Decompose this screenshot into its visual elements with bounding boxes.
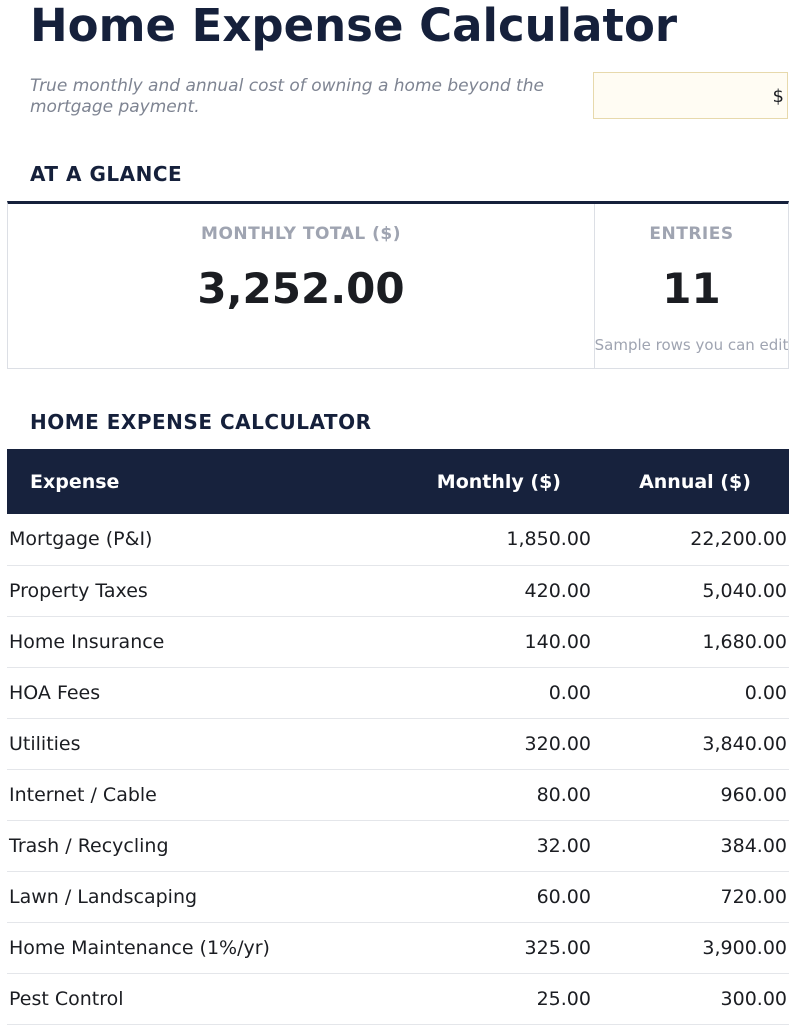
monthly-amount-cell[interactable]: 420.00 [397,565,591,617]
monthly-amount-cell[interactable]: 80.00 [397,769,591,821]
monthly-amount-cell[interactable]: 25.00 [397,973,591,1025]
annual-amount-cell: 720.00 [591,871,789,923]
monthly-amount-cell[interactable]: 1,850.00 [397,514,591,566]
at-a-glance-panel: MONTHLY TOTAL ($) 3,252.00 ENTRIES 11 Sa… [7,201,789,369]
annual-amount-cell: 3,840.00 [591,718,789,770]
page-subtitle: True monthly and annual cost of owning a… [30,76,544,117]
monthly-amount-cell[interactable]: 0.00 [397,667,591,719]
table-header-row: Expense Monthly ($) Annual ($) [7,449,789,514]
expense-table: Expense Monthly ($) Annual ($) Mortgage … [7,449,789,1025]
table-row: HOA Fees 0.00 0.00 [7,667,789,719]
annual-amount-cell: 22,200.00 [591,514,789,566]
table-row: Pest Control 25.00 300.00 [7,973,789,1025]
expense-name-cell[interactable]: Internet / Cable [7,769,397,821]
column-header-expense: Expense [30,470,120,493]
column-header-annual: Annual ($) [639,470,751,493]
annual-amount-cell: 3,900.00 [591,922,789,974]
entries-note: Sample rows you can edit [595,336,788,354]
table-row: Utilities 320.00 3,840.00 [7,718,789,770]
table-row: Home Maintenance (1%/yr) 325.00 3,900.00 [7,922,789,974]
annual-amount-cell: 1,680.00 [591,616,789,668]
entries-value: 11 [662,264,721,313]
annual-amount-cell: 384.00 [591,820,789,872]
expense-name-cell[interactable]: Trash / Recycling [7,820,397,872]
expense-name-cell[interactable]: Home Maintenance (1%/yr) [7,922,397,974]
expense-name-cell[interactable]: Utilities [7,718,397,770]
monthly-amount-cell[interactable]: 32.00 [397,820,591,872]
table-row: Home Insurance 140.00 1,680.00 [7,616,789,668]
table-row: Property Taxes 420.00 5,040.00 [7,565,789,617]
monthly-total-label: MONTHLY TOTAL ($) [201,224,401,244]
expense-name-cell[interactable]: HOA Fees [7,667,397,719]
expense-name-cell[interactable]: Pest Control [7,973,397,1025]
monthly-amount-cell[interactable]: 320.00 [397,718,591,770]
monthly-amount-cell[interactable]: 60.00 [397,871,591,923]
expense-name-cell[interactable]: Home Insurance [7,616,397,668]
expense-name-cell[interactable]: Property Taxes [7,565,397,617]
annual-amount-cell: 960.00 [591,769,789,821]
annual-amount-cell: 300.00 [591,973,789,1025]
monthly-amount-cell[interactable]: 140.00 [397,616,591,668]
annual-amount-cell: 0.00 [591,667,789,719]
monthly-total-value: 3,252.00 [197,264,405,313]
table-row: Mortgage (P&I) 1,850.00 22,200.00 [7,514,789,566]
at-a-glance-heading: AT A GLANCE [30,162,183,186]
currency-input[interactable]: $ [593,72,788,119]
calculator-heading: HOME EXPENSE CALCULATOR [30,410,372,434]
annual-amount-cell: 5,040.00 [591,565,789,617]
table-row: Lawn / Landscaping 60.00 720.00 [7,871,789,923]
entries-card: ENTRIES 11 Sample rows you can edit [595,204,788,368]
column-header-monthly: Monthly ($) [436,470,561,493]
page-title: Home Expense Calculator [30,0,678,52]
entries-label: ENTRIES [649,224,734,244]
table-row: Internet / Cable 80.00 960.00 [7,769,789,821]
expense-name-cell[interactable]: Mortgage (P&I) [7,514,397,566]
table-row: Trash / Recycling 32.00 384.00 [7,820,789,872]
monthly-total-card: MONTHLY TOTAL ($) 3,252.00 [8,204,595,368]
expense-name-cell[interactable]: Lawn / Landscaping [7,871,397,923]
monthly-amount-cell[interactable]: 325.00 [397,922,591,974]
